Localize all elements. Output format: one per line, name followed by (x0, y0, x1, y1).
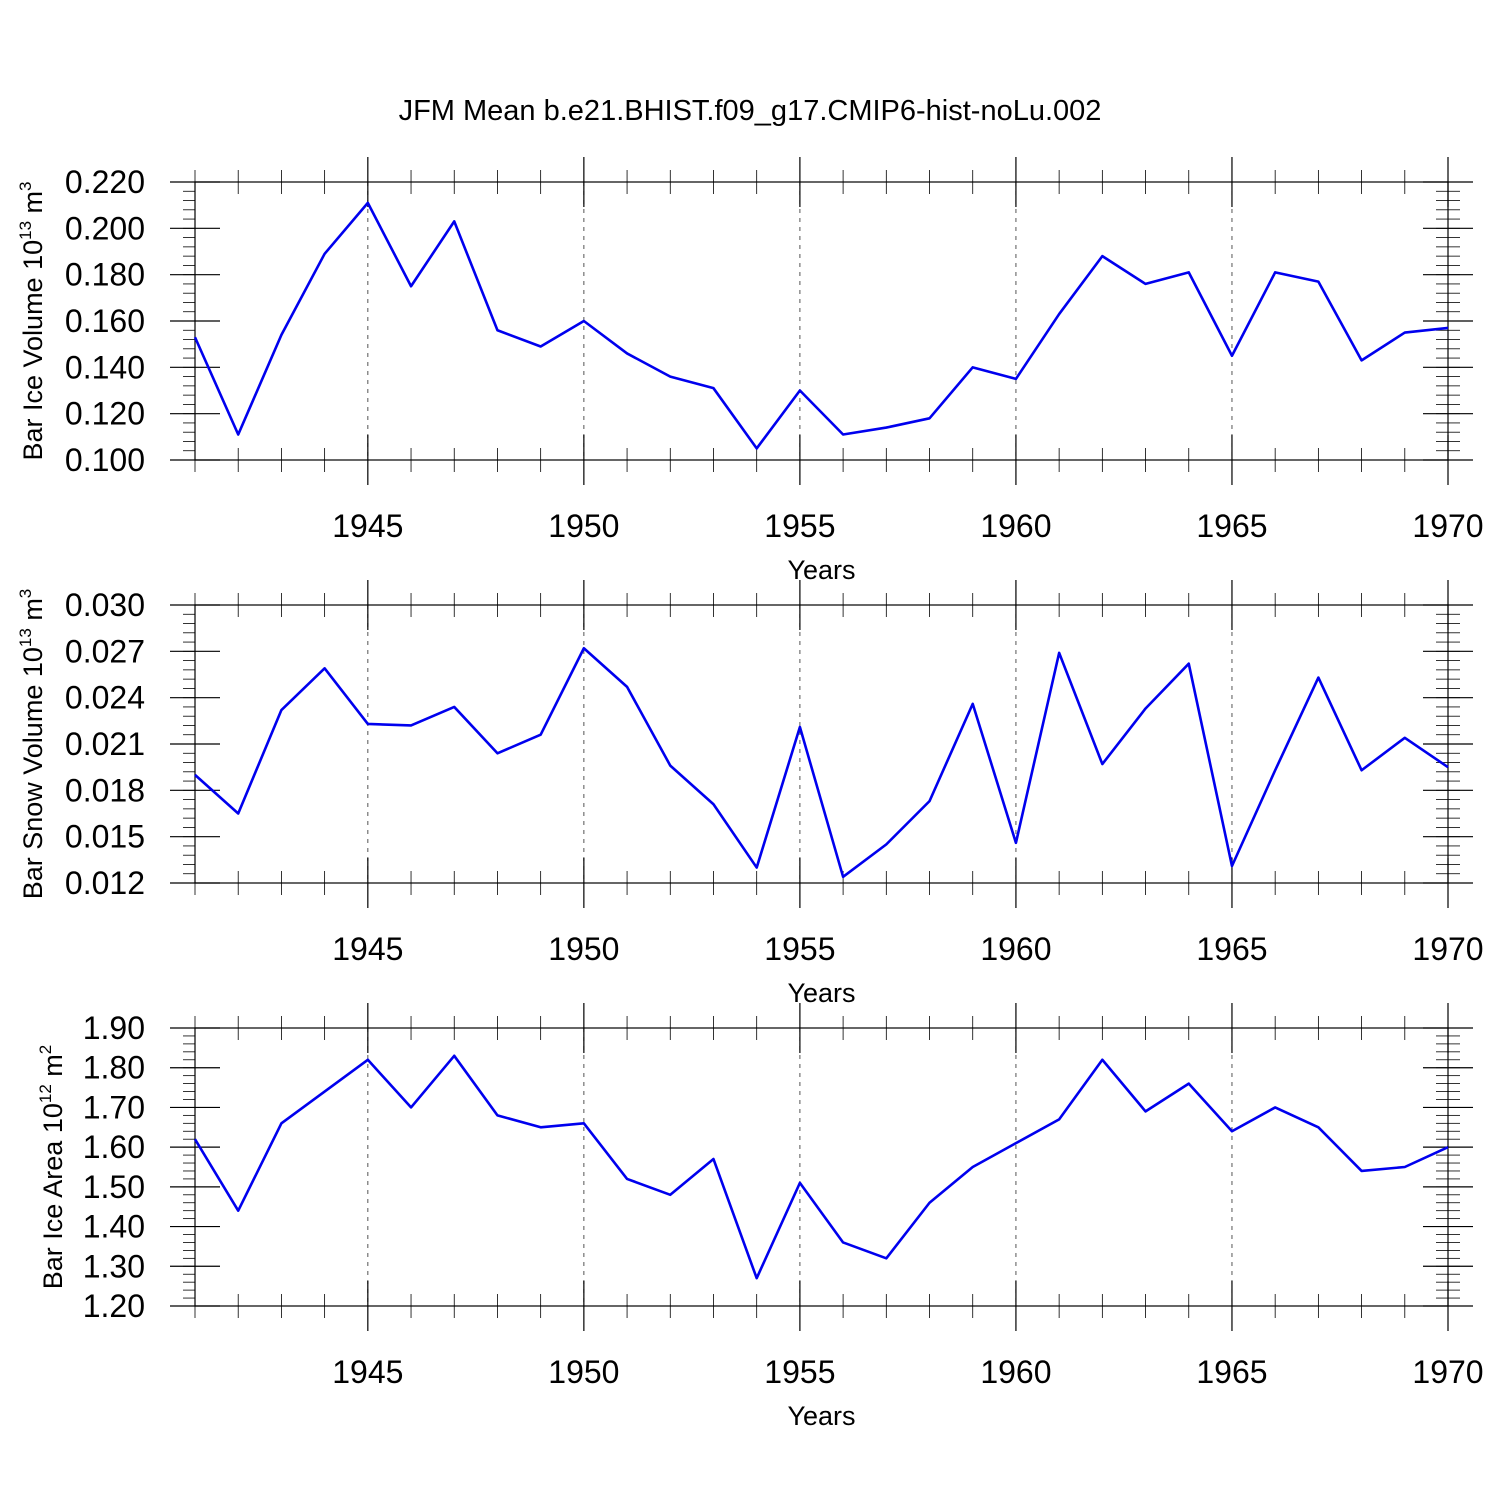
yaxis-title-part-ice-area-1: 10 (38, 1103, 68, 1133)
yaxis-title-ice-volume: Bar Ice Volume 1013 m3 (16, 181, 48, 460)
series-line-ice-volume-0 (193, 201, 1449, 450)
ytick-label-snow-volume-5: 0.027 (65, 633, 145, 669)
xaxis-title-snow-volume: Years (787, 978, 855, 1008)
yaxis-title-part-ice-area-4: 2 (36, 1045, 55, 1054)
ytick-label-ice-area-2: 1.40 (83, 1209, 145, 1245)
yaxis-title-part-snow-volume-3: m (18, 598, 48, 628)
ytick-label-ice-area-5: 1.70 (83, 1089, 145, 1125)
yaxis-title-part-snow-volume-1: 10 (18, 647, 48, 677)
panel-ice-volume: 1945 1950 1955 1960 1965 1970 0.100 0.120 0.140 0… (16, 157, 1484, 585)
xtick-label-ice-area-1965: 1965 (1196, 1354, 1267, 1390)
ytick-label-ice-volume-0: 0.100 (65, 442, 145, 478)
ytick-label-ice-area-3: 1.50 (83, 1169, 145, 1205)
ytick-label-ice-volume-3: 0.160 (65, 303, 145, 339)
ytick-label-snow-volume-2: 0.018 (65, 772, 145, 808)
yaxis-title-part-ice-area-3: m (38, 1054, 68, 1084)
xtick-label-ice-area-1960: 1960 (980, 1354, 1051, 1390)
yaxis-title-part-ice-volume-0: Bar Ice Volume (18, 270, 48, 461)
panel-snow-volume: 1945 1950 1955 1960 1965 1970 0.012 0.015 0.018 0… (16, 580, 1484, 1008)
yaxis-title-part-ice-volume-3: m (18, 191, 48, 221)
ytick-label-ice-area-4: 1.60 (83, 1129, 145, 1165)
yaxis-title-ice-area: Bar Ice Area 1012 m2 (36, 1045, 68, 1290)
ytick-label-snow-volume-6: 0.030 (65, 587, 145, 623)
ytick-label-ice-volume-1: 0.120 (65, 396, 145, 432)
yaxis-title-part-snow-volume-0: Bar Snow Volume (18, 677, 48, 899)
xaxis-title-ice-area: Years (787, 1401, 855, 1431)
series-line-snow-volume-0 (194, 646, 1449, 879)
ytick-label-snow-volume-0: 0.012 (65, 865, 145, 901)
xtick-label-ice-volume-1960: 1960 (980, 508, 1051, 544)
xaxis-title-ice-volume: Years (787, 555, 855, 585)
xtick-label-ice-volume-1950: 1950 (548, 508, 619, 544)
xtick-label-ice-area-1950: 1950 (548, 1354, 619, 1390)
xtick-label-snow-volume-1955: 1955 (764, 931, 835, 967)
xtick-label-ice-area-1945: 1945 (332, 1354, 403, 1390)
xtick-label-snow-volume-1965: 1965 (1196, 931, 1267, 967)
ytick-label-ice-volume-4: 0.180 (65, 257, 145, 293)
yaxis-title-part-ice-area-2: 12 (36, 1084, 55, 1103)
ytick-label-ice-area-0: 1.20 (83, 1288, 145, 1324)
panel-ice-area: 1945 1950 1955 1960 1965 1970 1.20 1.301.40 1.50… (36, 1003, 1484, 1431)
xtick-label-ice-area-1970: 1970 (1412, 1354, 1483, 1390)
yaxis-title-part-ice-volume-1: 10 (18, 240, 48, 270)
yaxis-title-part-snow-volume-4: 3 (16, 589, 35, 598)
ytick-label-ice-area-7: 1.90 (83, 1010, 145, 1046)
xtick-label-ice-volume-1965: 1965 (1196, 508, 1267, 544)
ytick-label-snow-volume-3: 0.021 (65, 726, 145, 762)
xtick-label-ice-volume-1970: 1970 (1412, 508, 1483, 544)
yaxis-title-snow-volume: Bar Snow Volume 1013 m3 (16, 589, 48, 900)
ytick-label-ice-volume-5: 0.200 (65, 210, 145, 246)
yaxis-title-part-ice-volume-2: 13 (16, 221, 35, 240)
yaxis-title-part-snow-volume-2: 13 (16, 628, 35, 647)
ytick-label-snow-volume-1: 0.015 (65, 819, 145, 855)
ytick-label-ice-area-1: 1.30 (83, 1248, 145, 1284)
ytick-label-ice-volume-2: 0.140 (65, 349, 145, 385)
xtick-label-ice-volume-1955: 1955 (764, 508, 835, 544)
xtick-label-snow-volume-1950: 1950 (548, 931, 619, 967)
plot-frame-ice-area (194, 1027, 1449, 1307)
yaxis-title-part-ice-volume-4: 3 (16, 181, 35, 190)
xtick-label-snow-volume-1970: 1970 (1412, 931, 1483, 967)
series-line-ice-area-0 (193, 1054, 1449, 1280)
xtick-label-snow-volume-1960: 1960 (980, 931, 1051, 967)
panels-group: 1945 1950 1955 1960 1965 1970 0.100 0.120 0.140 0… (16, 157, 1484, 1431)
yaxis-title-part-ice-area-0: Bar Ice Area (38, 1133, 68, 1289)
figure-title: JFM Mean b.e21.BHIST.f09_g17.CMIP6-hist-… (399, 95, 1102, 127)
ytick-label-ice-area-6: 1.80 (83, 1050, 145, 1086)
ytick-label-snow-volume-4: 0.024 (65, 680, 145, 716)
xtick-label-ice-volume-1945: 1945 (332, 508, 403, 544)
xtick-label-ice-area-1955: 1955 (764, 1354, 835, 1390)
xtick-label-snow-volume-1945: 1945 (332, 931, 403, 967)
ytick-label-ice-volume-6: 0.220 (65, 164, 145, 200)
